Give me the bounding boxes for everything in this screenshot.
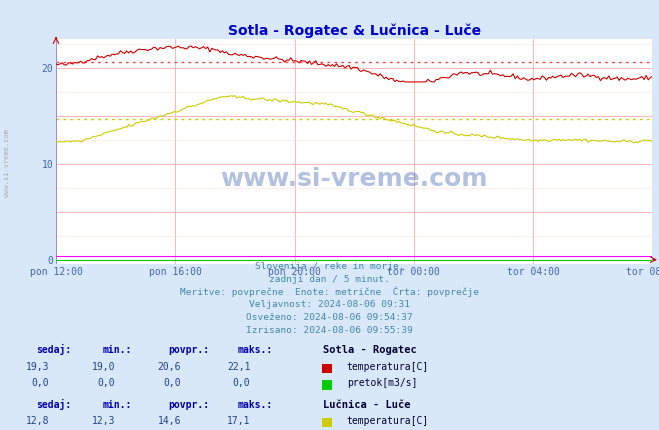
Title: Sotla - Rogatec & Lučnica - Luče: Sotla - Rogatec & Lučnica - Luče [227, 23, 481, 37]
Text: 19,0: 19,0 [92, 362, 115, 372]
Text: min.:: min.: [102, 399, 132, 410]
Text: Sotla - Rogatec: Sotla - Rogatec [323, 345, 416, 356]
Text: 0,0: 0,0 [163, 378, 181, 388]
Text: temperatura[C]: temperatura[C] [347, 362, 429, 372]
Text: temperatura[C]: temperatura[C] [347, 416, 429, 426]
Text: 0,0: 0,0 [233, 378, 250, 388]
Text: sedaj:: sedaj: [36, 399, 71, 410]
Text: pretok[m3/s]: pretok[m3/s] [347, 378, 417, 388]
Text: Slovenija / reke in morje.: Slovenija / reke in morje. [255, 262, 404, 271]
Text: Lučnica - Luče: Lučnica - Luče [323, 399, 411, 410]
Text: 17,1: 17,1 [227, 416, 250, 426]
Text: min.:: min.: [102, 345, 132, 356]
Text: www.si-vreme.com: www.si-vreme.com [3, 129, 10, 197]
Text: 14,6: 14,6 [158, 416, 181, 426]
Text: Meritve: povprečne  Enote: metrične  Črta: povprečje: Meritve: povprečne Enote: metrične Črta:… [180, 286, 479, 297]
Text: Veljavnost: 2024-08-06 09:31: Veljavnost: 2024-08-06 09:31 [249, 301, 410, 310]
Text: www.si-vreme.com: www.si-vreme.com [221, 167, 488, 190]
Text: 22,1: 22,1 [227, 362, 250, 372]
Text: Izrisano: 2024-08-06 09:55:39: Izrisano: 2024-08-06 09:55:39 [246, 326, 413, 335]
Text: 20,6: 20,6 [158, 362, 181, 372]
Text: povpr.:: povpr.: [168, 345, 209, 356]
Text: sedaj:: sedaj: [36, 344, 71, 356]
Text: 12,8: 12,8 [26, 416, 49, 426]
Text: 0,0: 0,0 [32, 378, 49, 388]
Text: zadnji dan / 5 minut.: zadnji dan / 5 minut. [269, 275, 390, 284]
Text: maks.:: maks.: [237, 345, 272, 356]
Text: 0,0: 0,0 [98, 378, 115, 388]
Text: maks.:: maks.: [237, 399, 272, 410]
Text: Osveženo: 2024-08-06 09:54:37: Osveženo: 2024-08-06 09:54:37 [246, 313, 413, 322]
Text: 19,3: 19,3 [26, 362, 49, 372]
Text: povpr.:: povpr.: [168, 399, 209, 410]
Text: 12,3: 12,3 [92, 416, 115, 426]
